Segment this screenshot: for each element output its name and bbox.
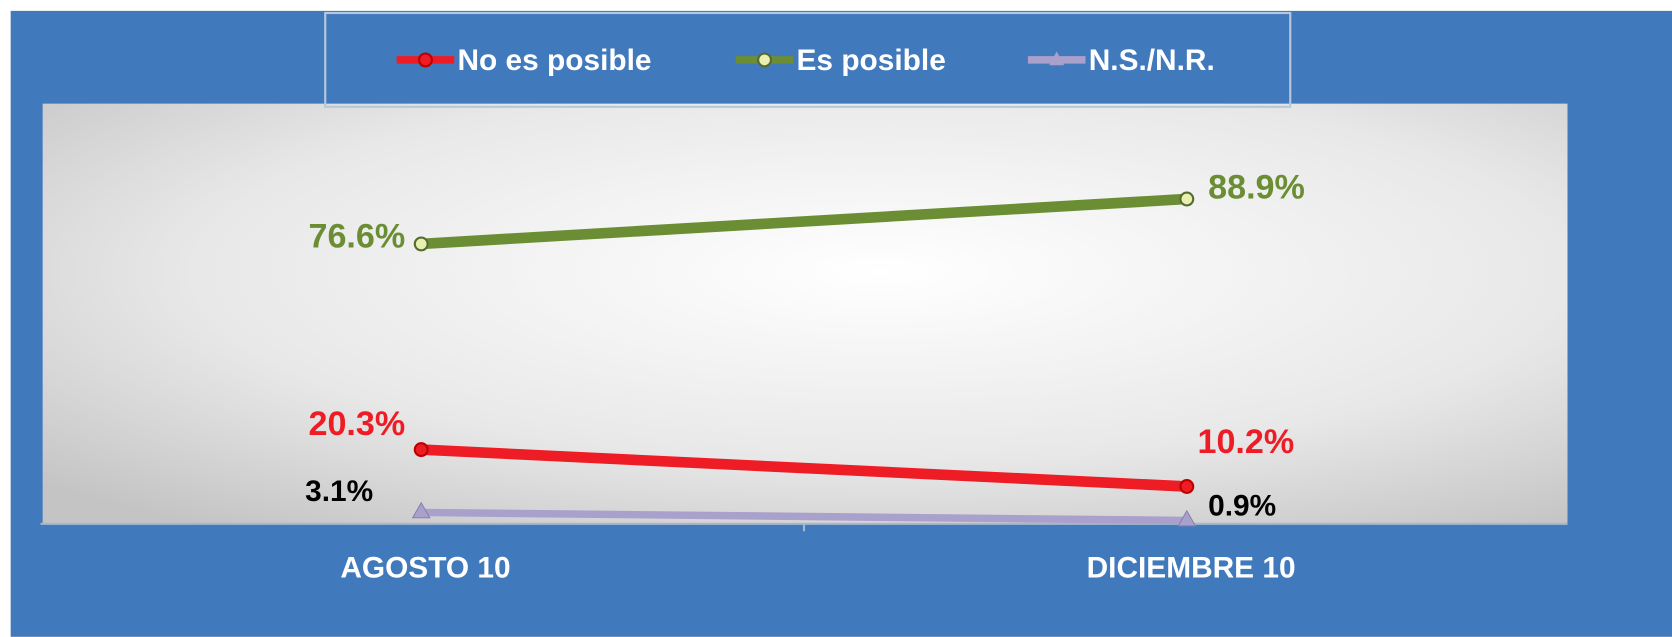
marker xyxy=(411,501,431,519)
legend-box xyxy=(324,11,1292,108)
legend-label: N.S./N.R. xyxy=(1089,44,1215,77)
marker xyxy=(1179,191,1195,207)
legend-marker xyxy=(757,52,773,68)
value-label: 20.3% xyxy=(308,405,405,443)
legend-label: Es posible xyxy=(797,44,946,77)
x-tick-label: AGOSTO 10 xyxy=(340,552,510,585)
value-label: 76.6% xyxy=(308,218,405,256)
plot-area xyxy=(42,103,1568,524)
legend-label: No es posible xyxy=(457,44,651,77)
marker xyxy=(1177,509,1197,527)
series-line xyxy=(420,444,1188,492)
x-tick-label: DICIEMBRE 10 xyxy=(1087,552,1296,585)
legend-marker xyxy=(418,52,433,68)
marker xyxy=(413,236,429,252)
value-label: 88.9% xyxy=(1208,168,1305,206)
series-line xyxy=(420,193,1188,250)
series-line xyxy=(421,508,1187,525)
value-label: 0.9% xyxy=(1208,490,1276,523)
marker xyxy=(1179,479,1195,494)
legend-marker xyxy=(1049,51,1065,66)
marker xyxy=(413,442,429,458)
value-label: 3.1% xyxy=(305,475,373,508)
value-label: 10.2% xyxy=(1197,423,1294,461)
